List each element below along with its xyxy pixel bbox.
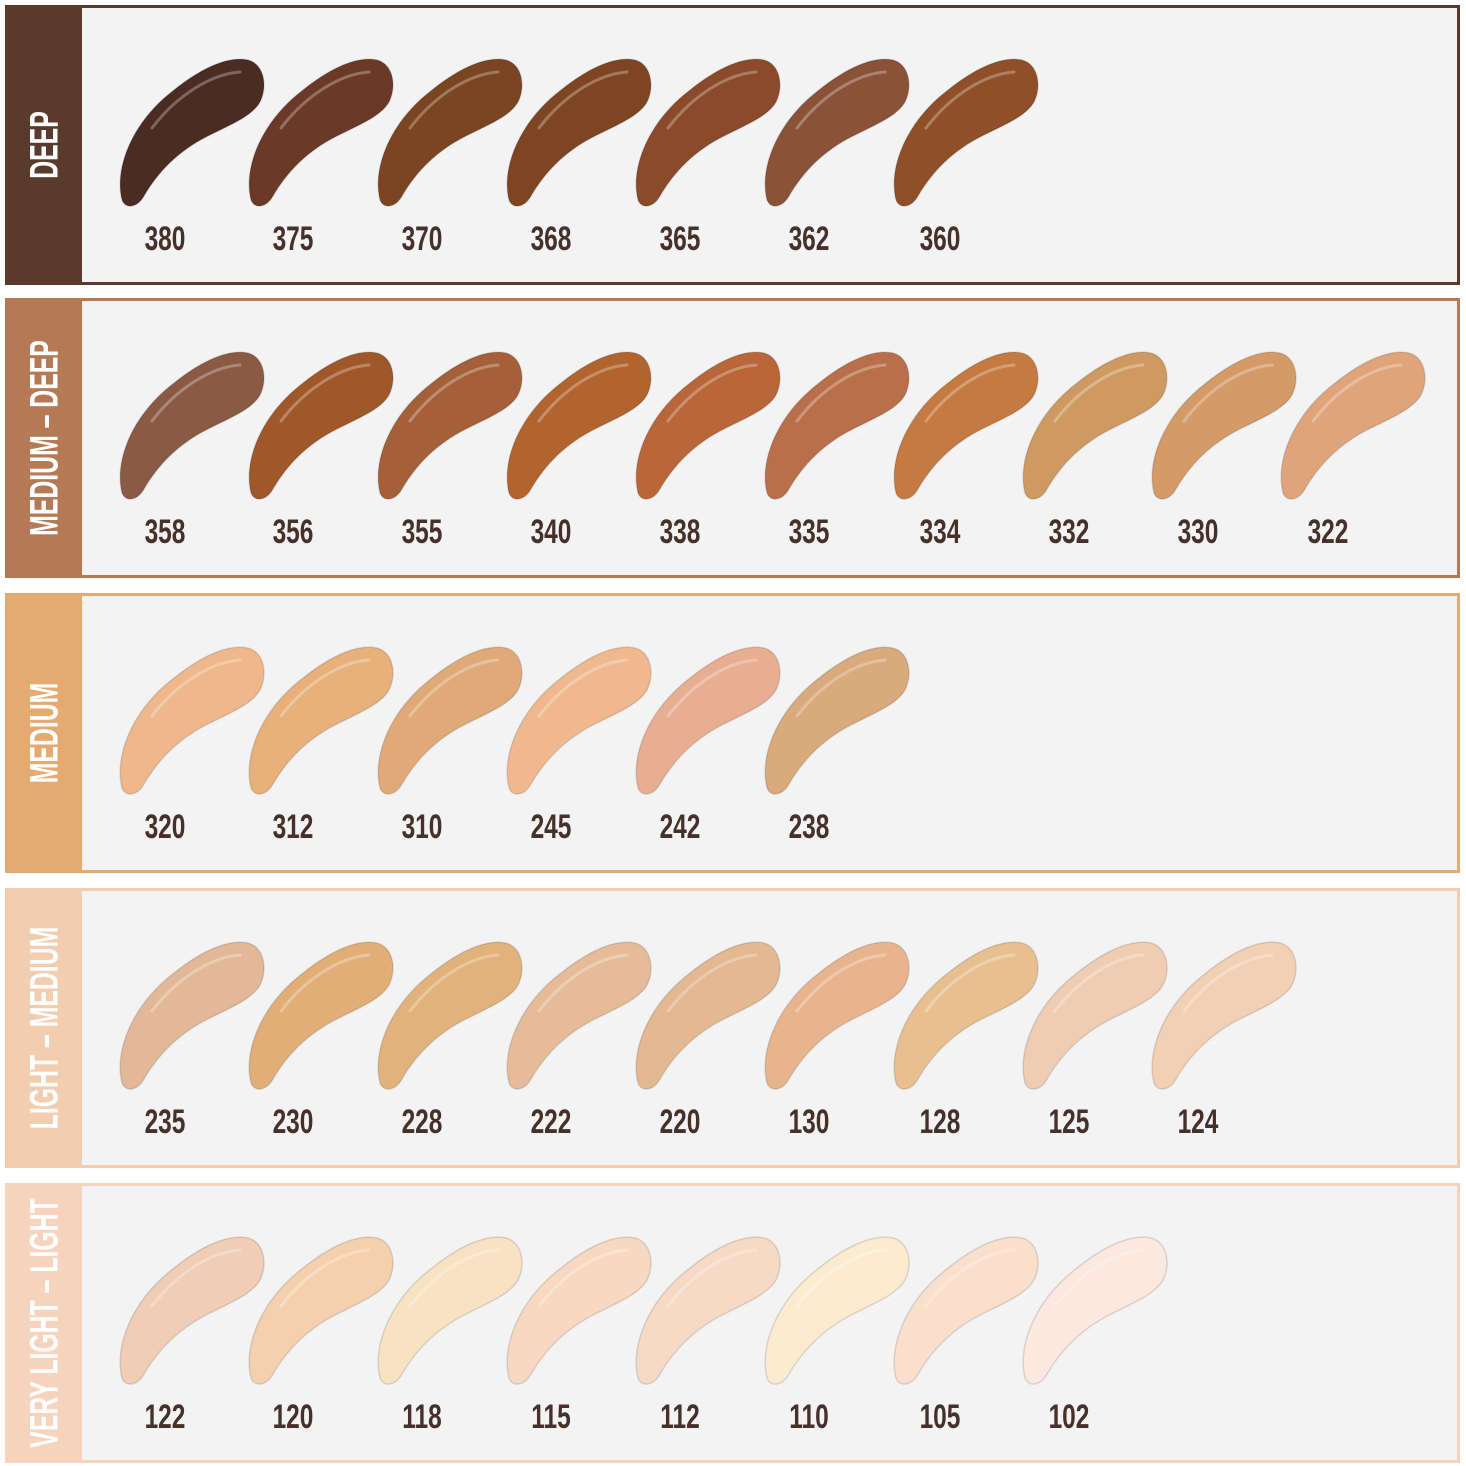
shade-swatch[interactable] [370, 933, 526, 1093]
shade-number: 228 [401, 1103, 443, 1141]
shade-swatch[interactable] [628, 343, 784, 503]
shade-swatch[interactable] [499, 638, 655, 798]
shade-number: 370 [401, 220, 443, 258]
shade-swatch[interactable] [628, 1228, 784, 1388]
shade-number: 375 [272, 220, 314, 258]
shade-swatch[interactable] [886, 933, 1042, 1093]
shade-number: 334 [919, 513, 961, 551]
group-label: VERY LIGHT – LIGHT [22, 1198, 67, 1448]
shade-swatch[interactable] [1015, 1228, 1171, 1388]
shade-number: 125 [1048, 1103, 1090, 1141]
shade-group-panel: MEDIUM – DEEP 358 356 355 340 338 335 [5, 298, 1460, 578]
shade-swatch[interactable] [757, 638, 913, 798]
shade-swatch[interactable] [886, 50, 1042, 210]
shade-number: 312 [272, 808, 314, 846]
group-label-band: MEDIUM [8, 596, 82, 870]
shade-number: 235 [144, 1103, 186, 1141]
shade-number: 320 [144, 808, 186, 846]
shade-number: 105 [919, 1398, 961, 1436]
shade-swatch[interactable] [757, 933, 913, 1093]
shade-number: 335 [788, 513, 830, 551]
shade-swatch[interactable] [370, 343, 526, 503]
shade-swatch[interactable] [241, 1228, 397, 1388]
group-label: LIGHT – MEDIUM [22, 926, 67, 1130]
shade-number: 220 [659, 1103, 701, 1141]
shade-number: 245 [530, 808, 572, 846]
shade-swatch[interactable] [886, 343, 1042, 503]
shade-group-panel: LIGHT – MEDIUM 235 230 228 222 220 130 [5, 888, 1460, 1168]
group-label: MEDIUM – DEEP [22, 340, 67, 536]
shade-swatch[interactable] [241, 50, 397, 210]
shade-number: 368 [530, 220, 572, 258]
shade-number: 120 [272, 1398, 314, 1436]
shade-number: 128 [919, 1103, 961, 1141]
shade-number: 242 [659, 808, 701, 846]
shade-number: 110 [789, 1398, 829, 1436]
shade-number: 102 [1048, 1398, 1090, 1436]
shade-number: 118 [402, 1398, 442, 1436]
shade-swatch[interactable] [370, 638, 526, 798]
shade-number: 332 [1048, 513, 1090, 551]
shade-number: 222 [530, 1103, 572, 1141]
group-label: MEDIUM [22, 682, 67, 784]
group-label-band: VERY LIGHT – LIGHT [8, 1186, 82, 1460]
shade-swatch[interactable] [241, 343, 397, 503]
shade-group-panel: VERY LIGHT – LIGHT 122 120 118 115 112 1… [5, 1183, 1460, 1463]
shade-swatch[interactable] [1273, 343, 1429, 503]
group-label-band: DEEP [8, 8, 82, 282]
shade-number: 355 [401, 513, 443, 551]
shade-number: 310 [401, 808, 443, 846]
shade-number: 338 [659, 513, 701, 551]
shade-swatch[interactable] [886, 1228, 1042, 1388]
shade-number: 365 [659, 220, 701, 258]
shade-number: 122 [144, 1398, 186, 1436]
shade-swatch[interactable] [370, 1228, 526, 1388]
shade-swatch[interactable] [112, 343, 268, 503]
shade-number: 238 [788, 808, 830, 846]
shade-swatch[interactable] [757, 50, 913, 210]
shade-swatch[interactable] [241, 933, 397, 1093]
shade-swatch[interactable] [757, 1228, 913, 1388]
shade-number: 356 [272, 513, 314, 551]
shade-swatch[interactable] [112, 638, 268, 798]
shade-swatch[interactable] [112, 1228, 268, 1388]
shade-swatch[interactable] [1015, 933, 1171, 1093]
group-label: DEEP [22, 111, 67, 179]
shade-number: 230 [272, 1103, 314, 1141]
shade-number: 322 [1307, 513, 1349, 551]
shade-swatch[interactable] [1015, 343, 1171, 503]
shade-swatch[interactable] [628, 933, 784, 1093]
shade-swatch[interactable] [241, 638, 397, 798]
shade-swatch[interactable] [112, 50, 268, 210]
shade-swatch[interactable] [499, 1228, 655, 1388]
group-label-band: LIGHT – MEDIUM [8, 891, 82, 1165]
shade-swatch[interactable] [499, 50, 655, 210]
shade-group-panel: DEEP 380 375 370 368 365 362 [5, 5, 1460, 285]
shade-number: 340 [530, 513, 572, 551]
group-label-band: MEDIUM – DEEP [8, 301, 82, 575]
shade-swatch[interactable] [1144, 343, 1300, 503]
shade-swatch[interactable] [112, 933, 268, 1093]
shade-swatch[interactable] [370, 50, 526, 210]
shade-swatch[interactable] [757, 343, 913, 503]
shade-swatch[interactable] [628, 638, 784, 798]
shade-number: 358 [144, 513, 186, 551]
shade-number: 360 [919, 220, 961, 258]
shade-swatch[interactable] [499, 343, 655, 503]
shade-swatch[interactable] [1144, 933, 1300, 1093]
shade-number: 124 [1177, 1103, 1219, 1141]
shade-swatch[interactable] [499, 933, 655, 1093]
shade-number: 362 [788, 220, 830, 258]
shade-number: 380 [144, 220, 186, 258]
shade-number: 130 [788, 1103, 830, 1141]
shade-number: 330 [1177, 513, 1219, 551]
shade-number: 112 [660, 1398, 700, 1436]
shade-group-panel: MEDIUM 320 312 310 245 242 238 [5, 593, 1460, 873]
shade-swatch[interactable] [628, 50, 784, 210]
shade-number: 115 [531, 1398, 571, 1436]
